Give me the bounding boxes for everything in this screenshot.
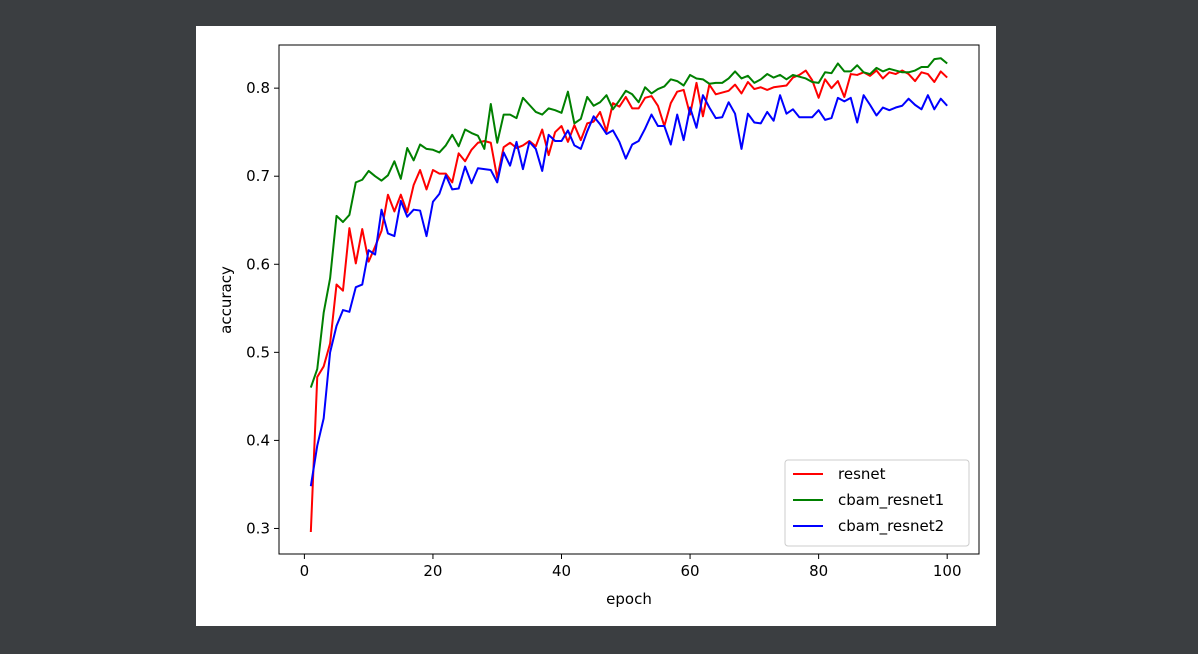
x-tick-label: 60	[681, 562, 700, 580]
x-tick-label: 0	[300, 562, 310, 580]
accuracy-chart: 0 20 40 60 80 100 0.3 0.4 0.5 0.6 0.7 0.8 epoch acc…	[217, 44, 980, 608]
x-tick-label: 80	[809, 562, 828, 580]
legend-label-cbam-resnet2: cbam_resnet2	[838, 517, 944, 536]
y-tick-label: 0.7	[246, 167, 270, 185]
series-line-resnet	[309, 69, 948, 533]
y-tick-label: 0.6	[246, 255, 270, 273]
x-axis-label: epoch	[606, 590, 652, 608]
series-line-cbam-resnet1	[309, 57, 948, 388]
ticks-layer: 0 20 40 60 80 100 0.3 0.4 0.5 0.6 0.7 0.8	[246, 79, 961, 580]
x-tick-label: 20	[423, 562, 442, 580]
legend-label-cbam-resnet1: cbam_resnet1	[838, 491, 944, 510]
y-tick-label: 0.5	[246, 343, 270, 361]
series-line-cbam-resnet2	[309, 94, 948, 487]
y-axis-label: accuracy	[217, 266, 235, 334]
x-tick-label: 40	[552, 562, 571, 580]
figure: 0 20 40 60 80 100 0.3 0.4 0.5 0.6 0.7 0.8 epoch acc…	[196, 26, 996, 626]
y-tick-label: 0.4	[246, 431, 270, 449]
lines-layer	[309, 57, 948, 533]
legend: resnet cbam_resnet1 cbam_resnet2	[784, 459, 970, 547]
legend-label-resnet: resnet	[838, 465, 886, 483]
legend-box	[784, 459, 970, 547]
x-tick-label: 100	[933, 562, 962, 580]
y-tick-label: 0.8	[246, 79, 270, 97]
y-tick-label: 0.3	[246, 519, 270, 537]
axes-frame	[278, 44, 980, 555]
